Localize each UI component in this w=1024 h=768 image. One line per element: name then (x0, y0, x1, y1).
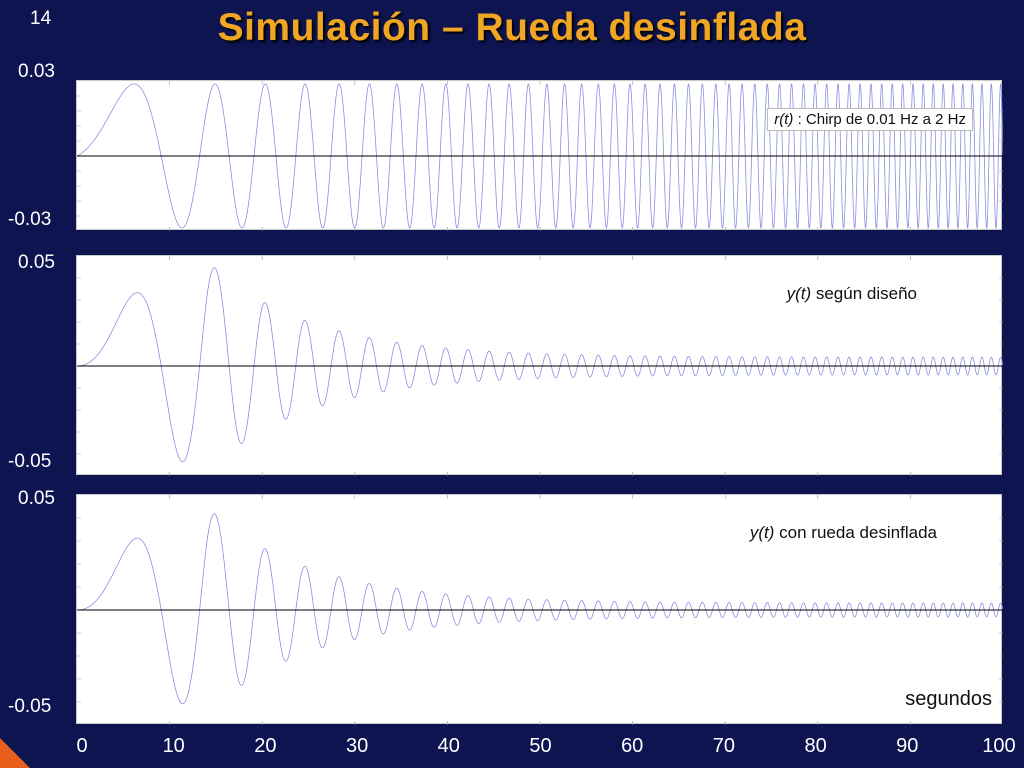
ytick-y-design-bottom: -0.05 (8, 451, 52, 472)
chart-panel-y-design: y(t) según diseño (76, 255, 1003, 476)
series-line (77, 267, 1003, 463)
slide-title: Simulación – Rueda desinflada (217, 6, 807, 49)
ytick-r-top: 0.03 (18, 61, 55, 82)
legend-r: r(t) : Chirp de 0.01 Hz a 2 Hz (767, 108, 973, 131)
legend-r-symbol: r(t) (774, 111, 794, 128)
x-tick-label: 60 (621, 735, 644, 757)
x-axis-unit-label: segundos (905, 688, 992, 710)
slide-number: 14 (30, 8, 52, 29)
chart-r-svg (77, 81, 1003, 231)
series-line (77, 513, 1003, 705)
legend-y-flat: y(t) con rueda desinflada (750, 523, 937, 543)
ytick-y-flat-bottom: -0.05 (8, 696, 52, 717)
x-tick-label: 100 (982, 735, 1016, 757)
legend-y-flat-text: con rueda desinflada (774, 523, 937, 542)
ytick-r-bottom: -0.03 (8, 209, 52, 230)
ytick-y-flat-top: 0.05 (18, 488, 55, 509)
legend-y-flat-symbol: y(t) (749, 523, 775, 542)
x-tick-label: 40 (437, 735, 460, 757)
x-tick-label: 0 (76, 735, 88, 757)
x-tick-label: 80 (804, 735, 827, 757)
x-tick-label: 90 (896, 735, 919, 757)
legend-y-design-text: según diseño (811, 284, 917, 303)
x-tick-label: 10 (162, 735, 185, 757)
legend-y-design-symbol: y(t) (786, 284, 812, 303)
ytick-y-design-top: 0.05 (18, 252, 55, 273)
x-tick-label: 30 (345, 735, 369, 757)
chart-y-flat-svg (77, 495, 1003, 725)
x-tick-label: 20 (254, 735, 277, 757)
corner-decoration (0, 738, 30, 768)
legend-r-text: : Chirp de 0.01 Hz a 2 Hz (793, 111, 966, 128)
series-line (77, 82, 1003, 230)
x-tick-label: 70 (712, 735, 736, 757)
legend-y-design: y(t) según diseño (787, 284, 917, 304)
chart-panel-y-flat: y(t) con rueda desinflada (76, 494, 1003, 725)
chart-y-design-svg (77, 256, 1003, 476)
x-tick-label: 50 (529, 735, 552, 757)
chart-panel-r: r(t) : Chirp de 0.01 Hz a 2 Hz (76, 80, 1003, 231)
